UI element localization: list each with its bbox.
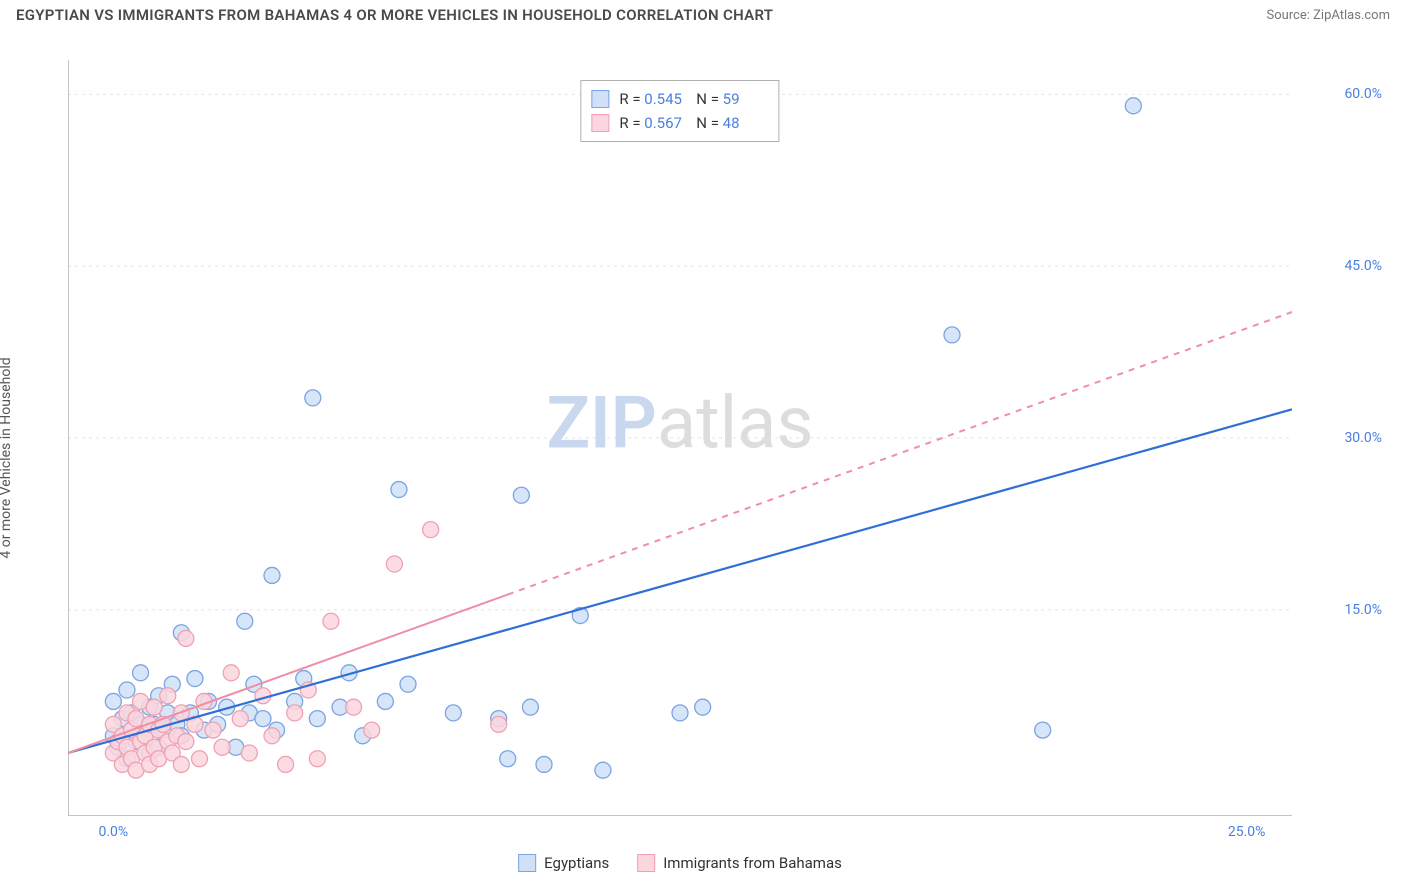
stats-box: R = 0.545 N = 59 R = 0.567 N = 48 <box>580 80 779 142</box>
plot-area: ZIPatlas R = 0.545 N = 59 R = 0.567 N = … <box>68 60 1292 816</box>
swatch-egyptians <box>518 854 536 872</box>
swatch-bahamas <box>591 114 609 132</box>
y-axis-label: 4 or more Vehicles in Household <box>0 357 14 558</box>
legend: Egyptians Immigrants from Bahamas <box>518 854 842 872</box>
chart-container: 4 or more Vehicles in Household ZIPatlas… <box>16 40 1390 876</box>
scatter-svg <box>68 60 1292 816</box>
legend-item: Egyptians <box>518 854 609 872</box>
y-tick-label: 30.0% <box>1302 430 1382 446</box>
legend-item: Immigrants from Bahamas <box>637 854 842 872</box>
stats-row: R = 0.545 N = 59 <box>591 87 764 111</box>
legend-label: Egyptians <box>544 854 609 872</box>
x-tick-label: 25.0% <box>1228 824 1266 840</box>
swatch-bahamas <box>637 854 655 872</box>
source-label: Source: ZipAtlas.com <box>1266 8 1390 23</box>
chart-title: EGYPTIAN VS IMMIGRANTS FROM BAHAMAS 4 OR… <box>16 6 773 24</box>
y-tick-label: 15.0% <box>1302 602 1382 618</box>
legend-label: Immigrants from Bahamas <box>663 854 842 872</box>
stats-row: R = 0.567 N = 48 <box>591 111 764 135</box>
y-tick-label: 45.0% <box>1302 258 1382 274</box>
swatch-egyptians <box>591 90 609 108</box>
x-tick-label: 0.0% <box>98 824 128 840</box>
y-tick-label: 60.0% <box>1302 86 1382 102</box>
